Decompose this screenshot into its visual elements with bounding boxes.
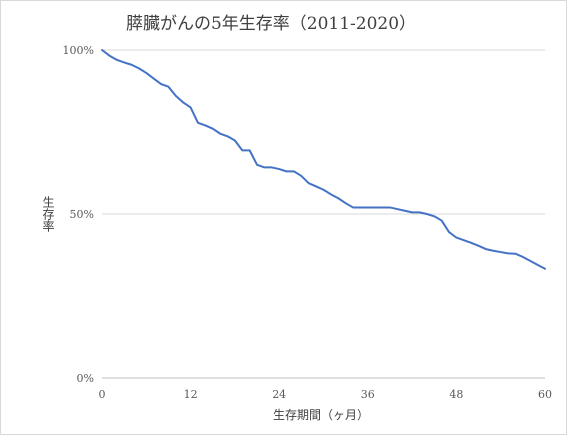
- x-tick-label: 0: [99, 388, 106, 401]
- x-tick-label: 60: [538, 388, 552, 401]
- series-layer: [101, 49, 546, 270]
- x-axis-title: 生存期間（ヶ月）: [273, 408, 369, 422]
- survival-curve-line: [101, 49, 546, 270]
- y-axis-title: 生存率: [41, 196, 55, 232]
- chart-title: 膵臓がんの5年生存率（2011-2020）: [126, 14, 416, 34]
- y-axis-title-group: 生存率: [41, 196, 55, 232]
- y-tick-label: 0%: [77, 372, 94, 385]
- y-tick-label: 50%: [70, 208, 94, 221]
- x-tick-label: 24: [272, 388, 286, 401]
- x-tick-label: 48: [449, 388, 463, 401]
- x-tick-label: 36: [361, 388, 375, 401]
- tick-labels: 0% 50% 100% 0 12 24 36 48 60: [63, 44, 552, 401]
- x-tick-label: 12: [184, 388, 198, 401]
- y-tick-label: 100%: [63, 44, 94, 57]
- grid: [102, 49, 545, 215]
